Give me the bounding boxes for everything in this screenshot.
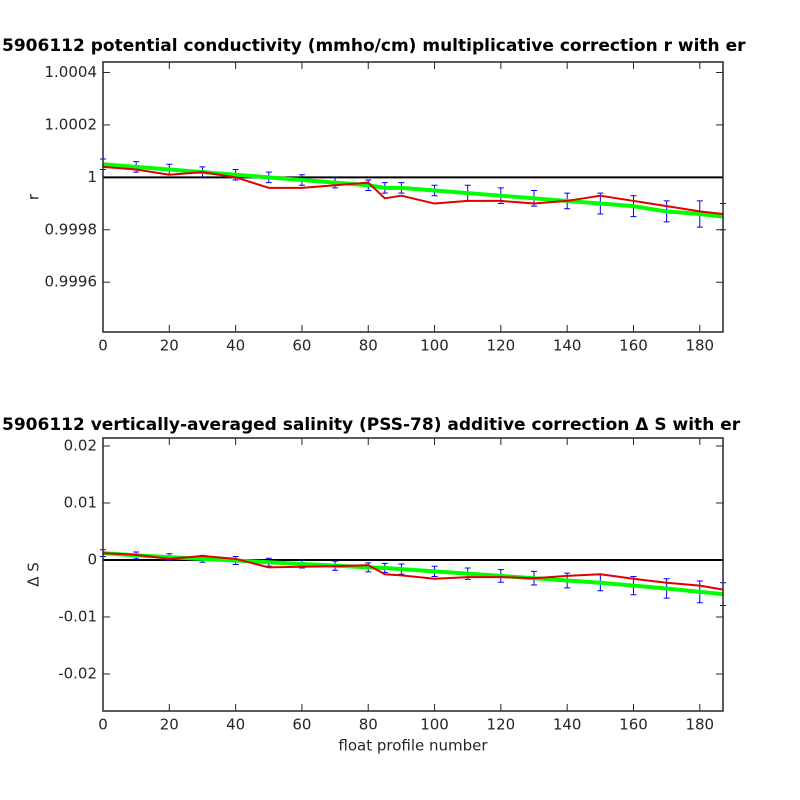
x-tick-label: 140 (553, 716, 582, 734)
x-tick-label: 20 (160, 716, 179, 734)
x-tick-label: 60 (292, 337, 311, 355)
y-tick-label: 1 (87, 168, 97, 186)
x-tick-label: 160 (619, 716, 648, 734)
y-axis-label: Δ S (25, 562, 43, 587)
x-axis-label: float profile number (338, 737, 488, 755)
x-tick-label: 140 (553, 337, 582, 355)
x-tick-label: 80 (359, 716, 378, 734)
y-tick-label: 0.9998 (45, 220, 98, 238)
x-tick-label: 180 (685, 337, 714, 355)
plot-frame (102, 61, 724, 333)
chart-title: 5906112 potential conductivity (mmho/cm)… (2, 36, 746, 56)
x-tick-label: 0 (98, 716, 108, 734)
y-tick-label: 1.0004 (45, 63, 98, 81)
x-tick-label: 100 (420, 337, 449, 355)
x-tick-label: 120 (487, 337, 516, 355)
x-tick-label: 80 (359, 337, 378, 355)
data-line (102, 552, 724, 591)
y-tick-label: 0.02 (64, 436, 97, 454)
y-tick-label: 0.9996 (45, 273, 98, 291)
data-line (102, 165, 724, 216)
y-tick-label: -0.01 (58, 607, 97, 625)
chart-title: 5906112 vertically-averaged salinity (PS… (2, 415, 741, 435)
x-tick-label: 20 (160, 337, 179, 355)
plot-area (103, 62, 723, 332)
y-tick-label: 1.0002 (45, 115, 98, 133)
y-axis-label: r (25, 193, 43, 200)
fit-line (102, 551, 724, 597)
plot-area (103, 438, 723, 711)
y-tick-label: -0.02 (58, 664, 97, 682)
x-tick-label: 60 (292, 716, 311, 734)
y-tick-label: 0 (87, 550, 97, 568)
plot-frame (102, 437, 724, 712)
x-tick-label: 40 (226, 337, 245, 355)
x-tick-label: 0 (98, 337, 108, 355)
x-tick-label: 40 (226, 716, 245, 734)
x-tick-label: 100 (420, 716, 449, 734)
y-tick-label: 0.01 (64, 493, 97, 511)
x-tick-label: 160 (619, 337, 648, 355)
x-tick-label: 180 (685, 716, 714, 734)
x-tick-label: 120 (487, 716, 516, 734)
